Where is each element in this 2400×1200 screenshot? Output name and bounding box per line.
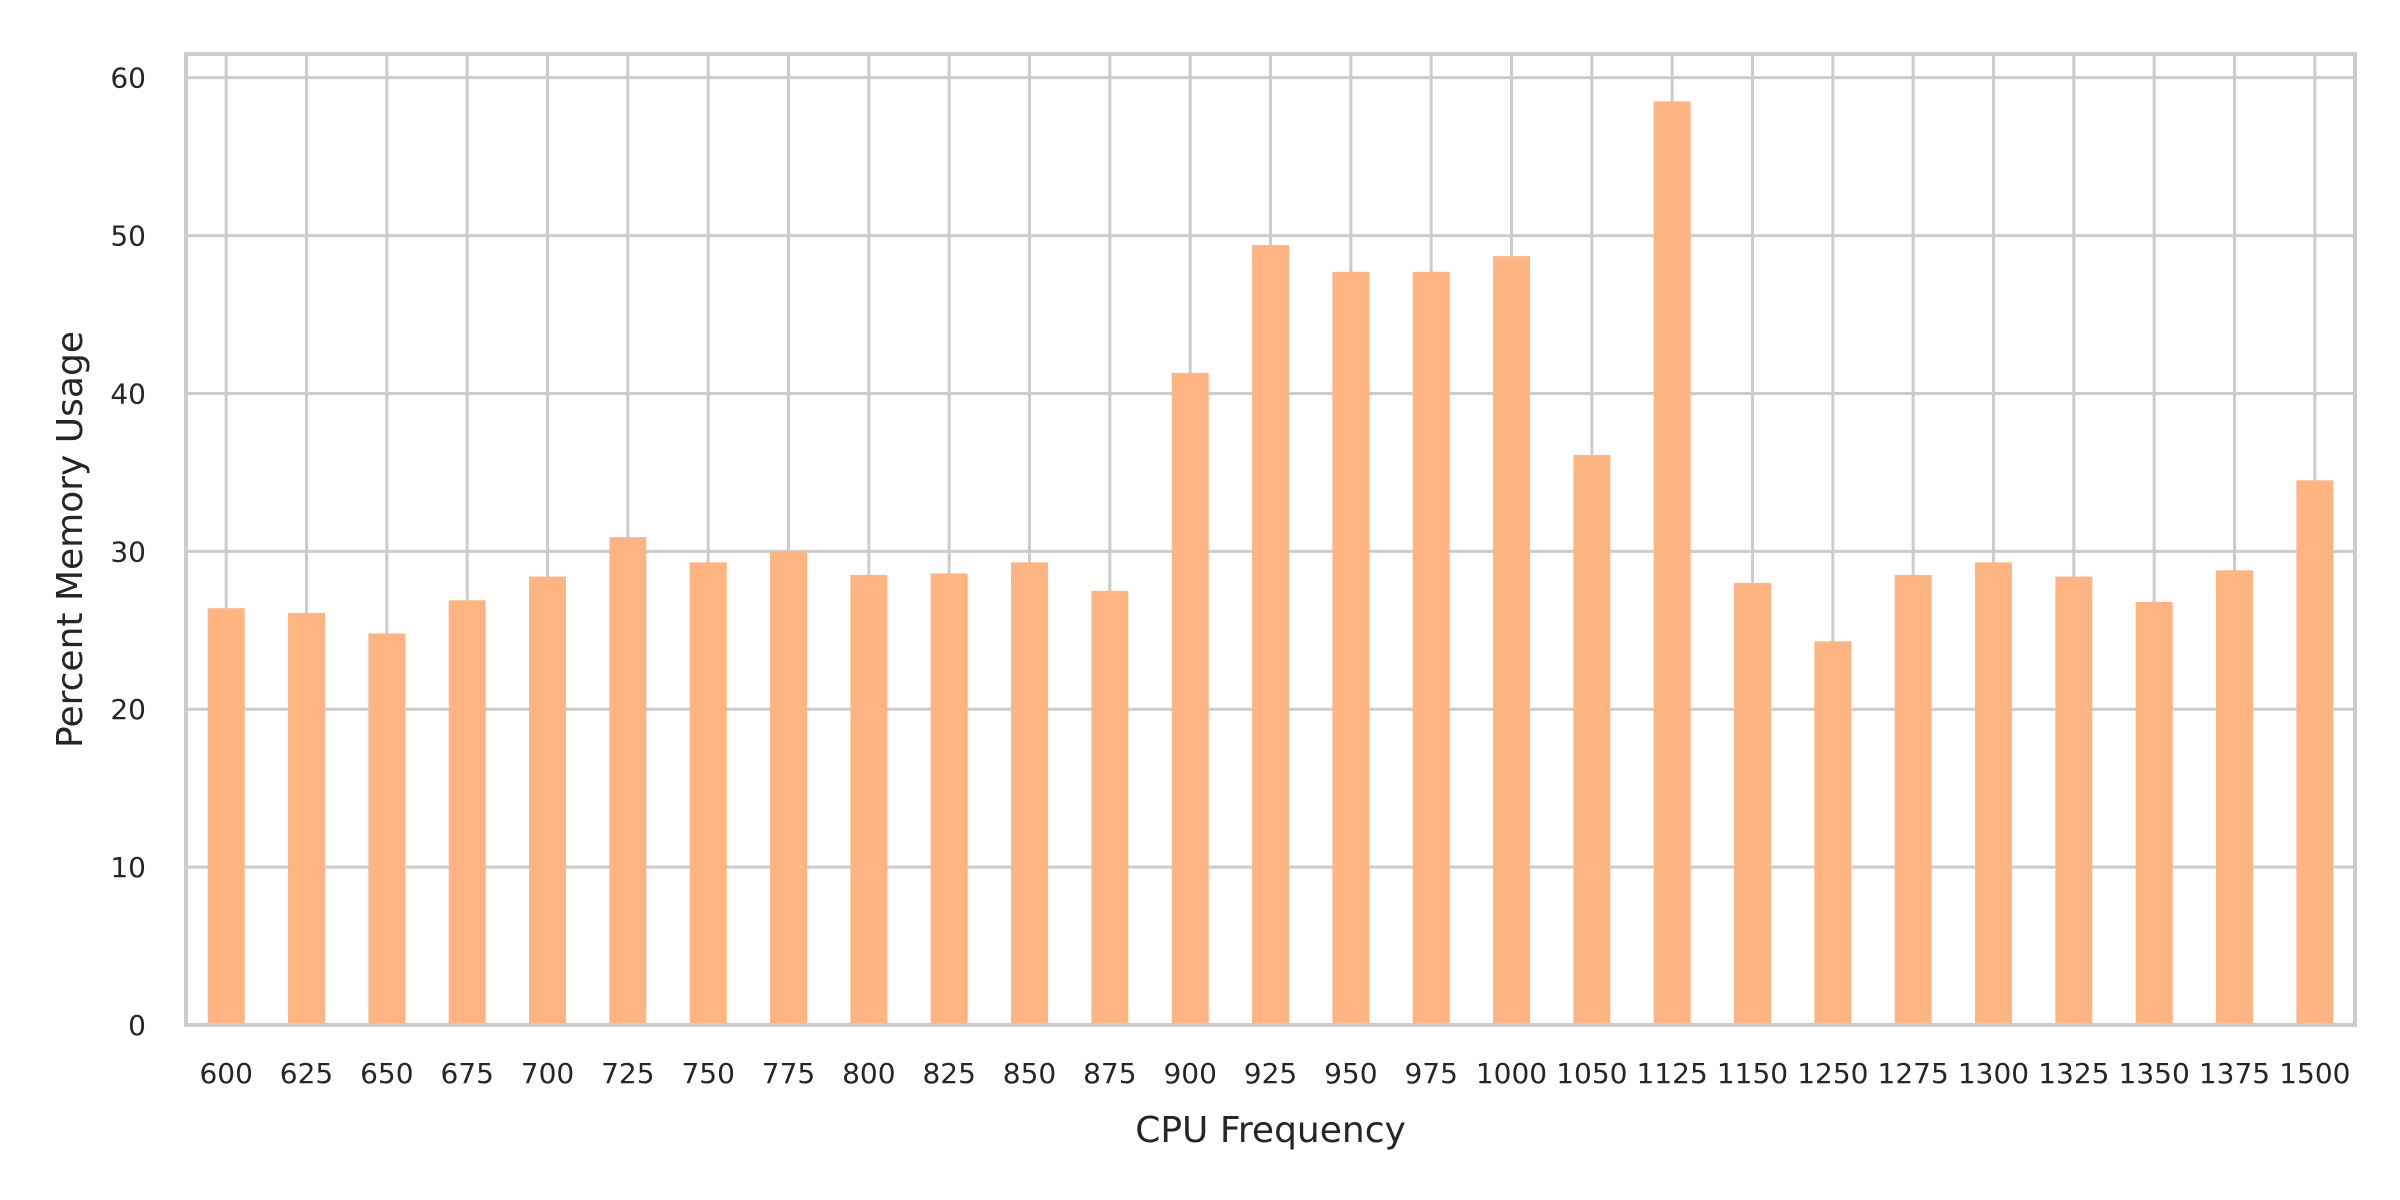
bar-925: [1252, 245, 1289, 1025]
x-tick-label: 850: [1003, 1057, 1056, 1090]
x-tick-label: 1500: [2279, 1057, 2350, 1090]
x-tick-label: 600: [199, 1057, 252, 1090]
y-tick-label: 30: [110, 535, 146, 568]
x-tick-label: 1325: [2038, 1057, 2109, 1090]
x-tick-label: 1250: [1797, 1057, 1868, 1090]
x-tick-label: 675: [440, 1057, 493, 1090]
bar-1350: [2135, 601, 2173, 1025]
x-tick-label: 1000: [1476, 1057, 1547, 1090]
x-tick-label: 700: [521, 1057, 574, 1090]
x-tick-label: 975: [1404, 1057, 1457, 1090]
x-tick-label: 1125: [1637, 1057, 1708, 1090]
bar-1050: [1573, 455, 1611, 1025]
bar-1250: [1814, 641, 1852, 1025]
bar-625: [288, 612, 325, 1025]
y-tick-label: 60: [110, 62, 146, 95]
x-tick-label: 775: [762, 1057, 815, 1090]
x-tick-label: 750: [681, 1057, 734, 1090]
bar-1275: [1894, 575, 1932, 1025]
bar-875: [1091, 590, 1129, 1025]
y-tick-label: 20: [110, 693, 146, 726]
x-tick-label: 725: [601, 1057, 654, 1090]
bar-950: [1332, 271, 1370, 1025]
x-tick-label: 625: [280, 1057, 333, 1090]
x-tick-label: 650: [360, 1057, 413, 1090]
bar-1300: [1975, 562, 2012, 1025]
x-tick-label: 900: [1163, 1057, 1216, 1090]
bar-1500: [2296, 480, 2334, 1025]
x-tick-labels: 600 625 650 675 700 725 750 775 800 825 850 875 900 9…: [199, 1057, 2350, 1090]
x-tick-label: 825: [922, 1057, 975, 1090]
bar-1150: [1734, 582, 1771, 1025]
x-axis-label: CPU Frequency: [1135, 1110, 1406, 1151]
bar-800: [850, 575, 888, 1025]
y-tick-labels: 0 10 20 30 40 50 60: [110, 62, 146, 1042]
bar-775: [770, 551, 807, 1025]
bar-1375: [2216, 570, 2253, 1025]
x-tick-label: 1300: [1958, 1057, 2029, 1090]
x-tick-label: 875: [1083, 1057, 1136, 1090]
bar-975: [1412, 271, 1450, 1025]
y-tick-label: 0: [128, 1009, 146, 1042]
bar-825: [930, 573, 968, 1025]
bar-750: [689, 562, 727, 1025]
y-tick-label: 10: [110, 851, 146, 884]
x-tick-label: 950: [1324, 1057, 1377, 1090]
x-tick-label: 925: [1244, 1057, 1297, 1090]
y-tick-label: 40: [110, 377, 146, 410]
y-tick-label: 50: [110, 220, 146, 253]
bar-1325: [2055, 576, 2093, 1025]
bar-650: [368, 633, 406, 1025]
bar-600: [207, 608, 245, 1025]
bar-1000: [1493, 256, 1530, 1025]
plot-frame: [184, 52, 2357, 1027]
bar-850: [1011, 562, 1048, 1025]
bar-675: [448, 600, 486, 1025]
bar-1125: [1653, 101, 1691, 1026]
x-tick-label: 1050: [1556, 1057, 1627, 1090]
x-tick-label: 1375: [2199, 1057, 2270, 1090]
x-tick-label: 1275: [1878, 1057, 1949, 1090]
x-tick-label: 1150: [1717, 1057, 1788, 1090]
bar-725: [609, 537, 647, 1025]
bar-900: [1171, 372, 1209, 1026]
y-axis-label: Percent Memory Usage: [50, 331, 91, 748]
bars: [207, 101, 2334, 1026]
bar-700: [529, 576, 566, 1025]
x-tick-label: 1350: [2119, 1057, 2190, 1090]
x-tick-label: 800: [842, 1057, 895, 1090]
